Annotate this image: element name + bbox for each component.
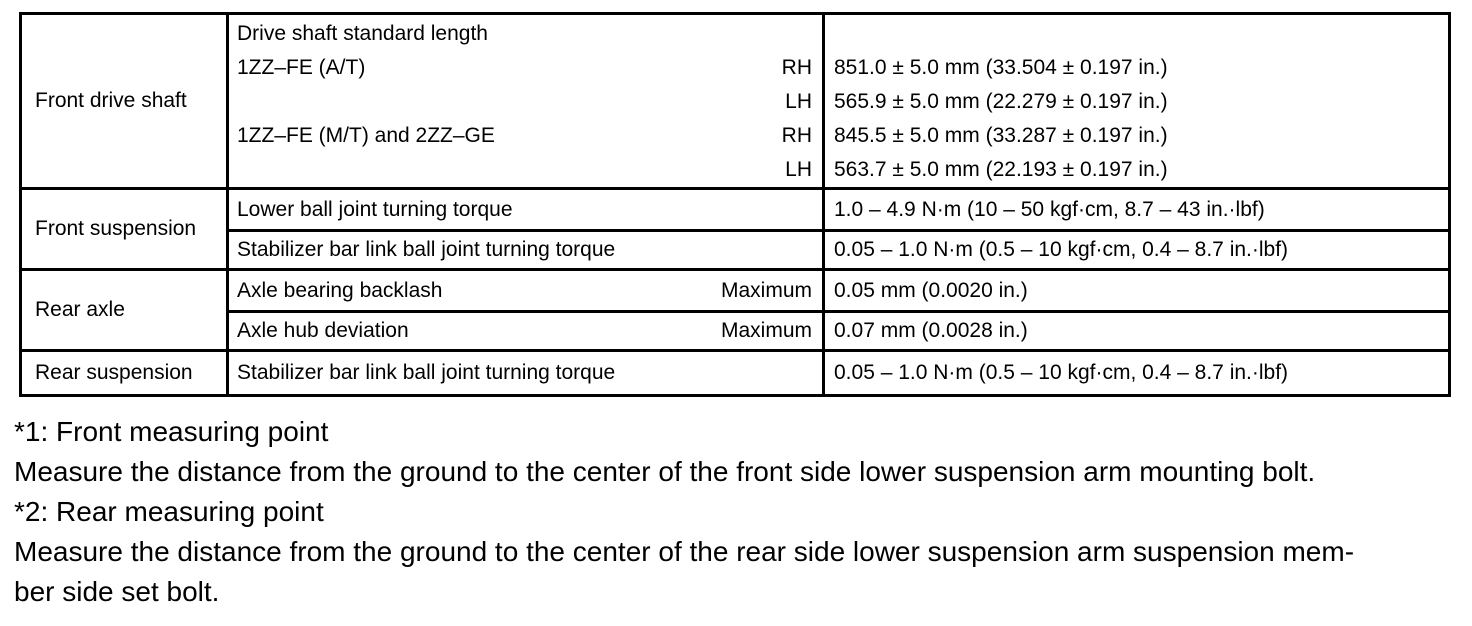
description-cell: Drive shaft standard length 1ZZ–FE (A/T)… <box>229 15 825 187</box>
footnote-rear-measuring-point: *2: Rear measuring point <box>14 496 324 527</box>
spec-side-label: LH <box>785 158 812 181</box>
value-line: 845.5 ± 5.0 mm (33.287 ± 0.197 in.) <box>825 119 1448 153</box>
row-group-rear-axle: Rear axle Axle bearing backlash Maximum … <box>22 271 1448 352</box>
table-row: Stabilizer bar link ball joint turning t… <box>229 229 1448 268</box>
description-line: 1ZZ–FE (A/T) RH <box>229 51 822 85</box>
row-group-body: Drive shaft standard length 1ZZ–FE (A/T)… <box>229 15 1448 187</box>
value-cell: 0.05 mm (0.0020 in.) <box>825 271 1448 310</box>
spec-side-label: Maximum <box>720 278 812 302</box>
value-line: 565.9 ± 5.0 mm (22.279 ± 0.197 in.) <box>825 85 1448 119</box>
description-line: LH <box>229 153 822 187</box>
value-cell: 0.07 mm (0.0028 in.) <box>825 313 1448 349</box>
category-cell-rear-suspension: Rear suspension <box>22 352 229 394</box>
description-line: 1ZZ–FE (M/T) and 2ZZ–GE RH <box>229 119 822 153</box>
description-line: LH <box>229 85 822 119</box>
value-cell: 0.05 – 1.0 N·m (0.5 – 10 kgf·cm, 0.4 – 8… <box>825 232 1448 268</box>
spec-side-label: RH <box>781 56 812 79</box>
spec-description: Lower ball joint turning torque <box>237 197 513 221</box>
category-cell-front-drive-shaft: Front drive shaft <box>22 15 229 187</box>
category-label: Rear suspension <box>35 360 193 384</box>
row-group-rear-suspension: Rear suspension Stabilizer bar link ball… <box>22 352 1448 394</box>
footnote-rear-measuring-instruction-line1: Measure the distance from the ground to … <box>14 536 1355 567</box>
category-label: Rear axle <box>35 297 125 321</box>
value-cell: 0.05 – 1.0 N·m (0.5 – 10 kgf·cm, 0.4 – 8… <box>825 352 1448 394</box>
row-group-front-drive-shaft: Front drive shaft Drive shaft standard l… <box>22 15 1448 190</box>
row-group-body: Stabilizer bar link ball joint turning t… <box>229 352 1448 394</box>
spec-description: Axle hub deviation <box>237 319 409 342</box>
spec-description: Stabilizer bar link ball joint turning t… <box>237 361 616 384</box>
table-row: Stabilizer bar link ball joint turning t… <box>229 352 1448 394</box>
value-line: 851.0 ± 5.0 mm (33.504 ± 0.197 in.) <box>825 51 1448 85</box>
row-group-body: Lower ball joint turning torque 1.0 – 4.… <box>229 190 1448 268</box>
value-cell: 851.0 ± 5.0 mm (33.504 ± 0.197 in.) 565.… <box>825 15 1448 187</box>
spec-value: 1.0 – 4.9 N·m (10 – 50 kgf·cm, 8.7 – 43 … <box>834 197 1265 221</box>
footnote-front-measuring-instruction: Measure the distance from the ground to … <box>14 456 1316 487</box>
category-cell-front-suspension: Front suspension <box>22 190 229 268</box>
service-specifications-table: Front drive shaft Drive shaft standard l… <box>19 12 1451 397</box>
spec-value: 0.07 mm (0.0028 in.) <box>834 319 1028 342</box>
row-group-body: Axle bearing backlash Maximum 0.05 mm (0… <box>229 271 1448 349</box>
table-row: Drive shaft standard length 1ZZ–FE (A/T)… <box>229 15 1448 187</box>
spec-side-label: Maximum <box>720 319 812 342</box>
spec-description: 1ZZ–FE (M/T) and 2ZZ–GE <box>237 124 495 147</box>
category-label: Front drive shaft <box>35 88 187 112</box>
value-cell: 1.0 – 4.9 N·m (10 – 50 kgf·cm, 8.7 – 43 … <box>825 190 1448 229</box>
table-row: Lower ball joint turning torque 1.0 – 4.… <box>229 190 1448 229</box>
spec-description: Drive shaft standard length <box>237 22 488 45</box>
category-cell-rear-axle: Rear axle <box>22 271 229 349</box>
spec-description: 1ZZ–FE (A/T) <box>237 56 366 79</box>
footnote-front-measuring-point: *1: Front measuring point <box>14 416 329 447</box>
table-row: Axle bearing backlash Maximum 0.05 mm (0… <box>229 271 1448 310</box>
description-cell: Axle hub deviation Maximum <box>229 313 825 349</box>
value-line <box>825 17 1448 51</box>
spec-value: 563.7 ± 5.0 mm (22.193 ± 0.197 in.) <box>834 158 1168 181</box>
value-line: 563.7 ± 5.0 mm (22.193 ± 0.197 in.) <box>825 153 1448 187</box>
spec-side-label: LH <box>785 90 812 113</box>
spec-description: Axle bearing backlash <box>237 278 443 302</box>
spec-value: 845.5 ± 5.0 mm (33.287 ± 0.197 in.) <box>834 124 1168 147</box>
table-row: Axle hub deviation Maximum 0.07 mm (0.00… <box>229 310 1448 349</box>
description-cell: Stabilizer bar link ball joint turning t… <box>229 352 825 394</box>
spec-side-label: RH <box>781 124 812 147</box>
description-cell: Stabilizer bar link ball joint turning t… <box>229 232 825 268</box>
description-cell: Lower ball joint turning torque <box>229 190 825 229</box>
spec-value: 851.0 ± 5.0 mm (33.504 ± 0.197 in.) <box>834 56 1168 79</box>
footnotes: *1: Front measuring point Measure the di… <box>14 412 1464 612</box>
footnote-rear-measuring-instruction-line2: ber side set bolt. <box>14 576 220 607</box>
row-group-front-suspension: Front suspension Lower ball joint turnin… <box>22 190 1448 271</box>
category-label: Front suspension <box>35 216 197 240</box>
description-cell: Axle bearing backlash Maximum <box>229 271 825 310</box>
spec-value: 0.05 mm (0.0020 in.) <box>834 278 1028 302</box>
spec-value: 0.05 – 1.0 N·m (0.5 – 10 kgf·cm, 0.4 – 8… <box>834 361 1289 384</box>
spec-description: Stabilizer bar link ball joint turning t… <box>237 238 616 261</box>
spec-value: 565.9 ± 5.0 mm (22.279 ± 0.197 in.) <box>834 90 1168 113</box>
description-line: Drive shaft standard length <box>229 17 822 51</box>
spec-value: 0.05 – 1.0 N·m (0.5 – 10 kgf·cm, 0.4 – 8… <box>834 238 1289 261</box>
